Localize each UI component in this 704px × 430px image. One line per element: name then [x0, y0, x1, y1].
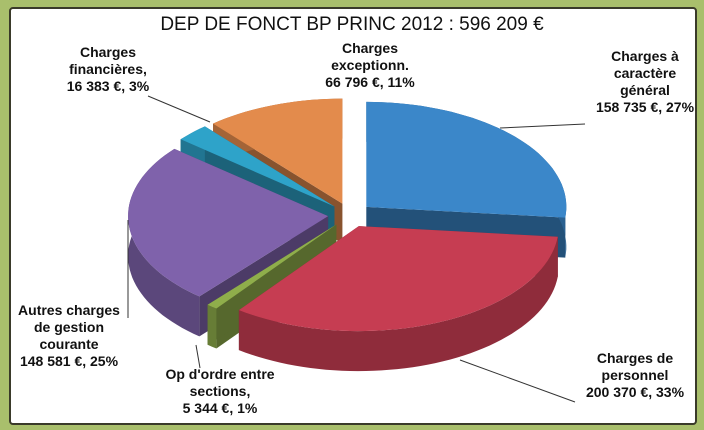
leader-line: [195, 344, 201, 369]
slice-label: Op d'ordre entre sections, 5 344 €, 1%: [145, 366, 295, 417]
category-label: Charges à caractère général: [611, 48, 679, 98]
leader-line: [499, 123, 586, 129]
leader-line: [147, 95, 211, 123]
slice-top: [366, 101, 567, 218]
slice-wall: [238, 236, 558, 372]
category-label: Op d'ordre entre sections,: [165, 366, 275, 399]
slice-top: [238, 226, 558, 332]
slice-top: [128, 148, 329, 297]
slice-label: Charges de personnel 200 370 €, 33%: [575, 350, 695, 401]
chart-title: DEP DE FONCT BP PRINC 2012 : 596 209 €: [160, 14, 544, 35]
slice-top: [213, 98, 343, 204]
value-label: 200 370 €, 33%: [585, 384, 685, 400]
category-label: Autres charges de gestion courante: [18, 302, 120, 352]
value-label: 66 796 €, 11%: [325, 74, 415, 90]
value-label: 148 581 €, 25%: [19, 353, 119, 369]
value-label: 16 383 €, 3%: [66, 78, 150, 94]
leader-line: [459, 359, 576, 403]
pie-slice: [238, 226, 558, 372]
category-label: Charges financières,: [69, 44, 147, 77]
slice-label: Charges financières, 16 383 €, 3%: [52, 44, 164, 95]
category-label: Charges de personnel: [596, 350, 674, 383]
category-label: Charges exceptionn.: [331, 40, 409, 73]
slice-top: [207, 224, 337, 309]
slice-top: [180, 126, 335, 207]
slice-wall: [207, 304, 217, 349]
slice-label: Charges exceptionn. 66 796 €, 11%: [300, 40, 440, 91]
slice-label: Charges à caractère général 158 735 €, 27…: [590, 48, 700, 116]
value-label: 158 735 €, 27%: [595, 99, 695, 115]
slice-label: Autres charges de gestion courante 148 58…: [8, 302, 130, 370]
value-label: 5 344 €, 1%: [182, 400, 258, 416]
